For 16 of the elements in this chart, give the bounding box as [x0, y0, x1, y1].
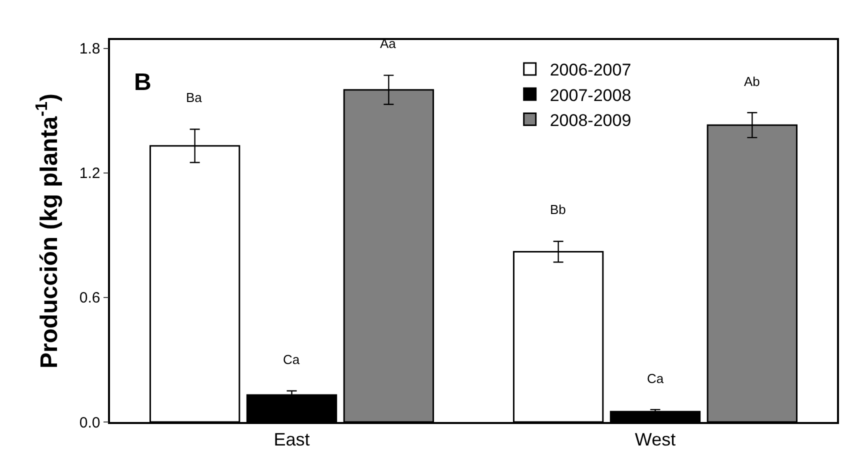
y-tick-label: 1.2: [79, 165, 100, 182]
y-tick-label: 0.6: [79, 290, 100, 307]
data-label: Ab: [744, 74, 760, 89]
data-label: Ba: [186, 90, 203, 105]
data-label: Ca: [283, 352, 300, 367]
legend-label: 2006-2007: [550, 60, 632, 80]
x-tick-label: East: [274, 429, 310, 450]
data-label: Aa: [380, 36, 397, 51]
data-label: Bb: [550, 202, 566, 217]
legend-label: 2008-2009: [550, 110, 632, 130]
legend-label: 2007-2008: [550, 86, 632, 105]
y-tick-label: 1.8: [79, 40, 100, 58]
annotation: B: [134, 69, 152, 96]
y-tick-label: 0.0: [79, 414, 100, 432]
data-label: Ca: [647, 371, 664, 386]
x-tick-label: West: [634, 429, 676, 450]
